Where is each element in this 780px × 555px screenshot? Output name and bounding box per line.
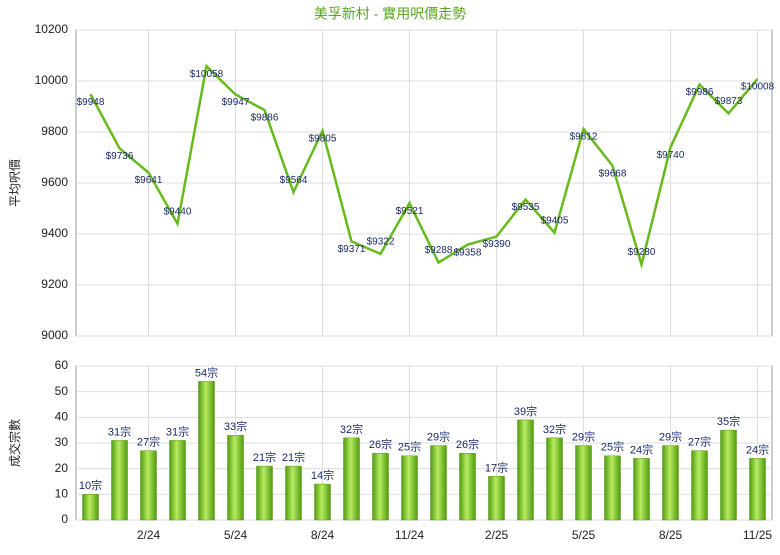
value-label: $9288: [425, 245, 453, 256]
value-label: 29宗: [659, 429, 682, 443]
value-label: $9564: [280, 175, 308, 186]
x-tick-label: 8/25: [659, 528, 683, 542]
y-axis-label: 成交宗數: [7, 419, 22, 467]
bar: [720, 429, 737, 521]
value-label: 24宗: [746, 442, 769, 456]
value-label: $9812: [570, 132, 598, 143]
value-label: 17宗: [485, 460, 508, 474]
value-label: 26宗: [456, 437, 479, 451]
bar: [430, 445, 447, 521]
y-tick-label: 0: [61, 512, 68, 526]
value-label: 21宗: [253, 450, 276, 464]
bar: [575, 445, 592, 521]
y-tick-label: 30: [55, 435, 69, 449]
value-label: $9322: [367, 237, 395, 248]
value-label: 33宗: [224, 419, 247, 433]
bar: [604, 455, 621, 521]
value-label: 31宗: [108, 424, 131, 438]
bar: [314, 483, 331, 521]
bar: [140, 450, 157, 521]
bar: [169, 440, 186, 521]
x-tick-label: 11/24: [395, 528, 424, 542]
value-label: $9873: [715, 96, 743, 107]
bar: [517, 419, 534, 521]
value-label: $9948: [77, 97, 105, 108]
x-tick-label: 11/25: [743, 528, 772, 542]
y-tick-label: 9800: [41, 124, 68, 138]
value-label: 35宗: [717, 414, 740, 428]
bar: [546, 437, 563, 521]
bar: [82, 494, 99, 521]
value-label: $10058: [190, 69, 224, 80]
bar: [488, 476, 505, 521]
value-label: $9280: [628, 247, 656, 258]
y-tick-label: 50: [55, 384, 69, 398]
value-label: $9740: [657, 150, 685, 161]
value-label: $9390: [483, 239, 511, 250]
value-label: 26宗: [369, 437, 392, 451]
y-tick-label: 9600: [41, 175, 68, 189]
value-label: 27宗: [137, 435, 160, 449]
value-label: 29宗: [572, 429, 595, 443]
bar: [227, 435, 244, 521]
value-label: 29宗: [427, 429, 450, 443]
bar: [691, 450, 708, 521]
y-tick-label: 9400: [41, 226, 68, 240]
value-label: 39宗: [514, 404, 537, 418]
x-tick-label: 2/25: [485, 528, 509, 542]
value-label: 24宗: [630, 442, 653, 456]
value-label: $9668: [599, 168, 627, 179]
bar: [111, 440, 128, 521]
value-label: $9805: [309, 133, 337, 144]
bar: [662, 445, 679, 521]
value-label: 32宗: [340, 422, 363, 436]
value-label: 27宗: [688, 435, 711, 449]
y-tick-label: 10200: [35, 22, 69, 36]
x-tick-label: 5/25: [572, 528, 596, 542]
bar: [256, 465, 273, 521]
value-label: $9521: [396, 206, 424, 217]
value-label: 25宗: [398, 440, 421, 454]
value-label: $9736: [106, 151, 134, 162]
value-label: $9535: [512, 202, 540, 213]
bar: [285, 465, 302, 521]
value-label: $9371: [338, 244, 366, 255]
value-label: 32宗: [543, 422, 566, 436]
y-tick-label: 60: [55, 358, 69, 372]
value-label: $9358: [454, 247, 482, 258]
bar: [372, 453, 389, 521]
value-label: $9947: [222, 97, 250, 108]
x-tick-label: 8/24: [311, 528, 335, 542]
value-label: 21宗: [282, 450, 305, 464]
value-label: $9986: [686, 87, 714, 98]
value-label: 14宗: [311, 468, 334, 482]
y-tick-label: 10000: [35, 73, 69, 87]
bar: [198, 381, 215, 521]
y-tick-label: 9200: [41, 277, 68, 291]
y-tick-label: 20: [55, 461, 69, 475]
y-axis-label: 平均呎價: [8, 159, 22, 207]
y-tick-label: 9000: [41, 328, 68, 342]
x-tick-label: 5/24: [224, 528, 248, 542]
bar: [343, 437, 360, 521]
bar: [749, 458, 766, 521]
value-label: 31宗: [166, 424, 189, 438]
value-label: $9440: [164, 206, 192, 217]
y-tick-label: 40: [55, 410, 69, 424]
value-label: 25宗: [601, 440, 624, 454]
price-line: [89, 63, 759, 270]
chart-title: 美孚新村 - 實用呎價走勢: [314, 6, 466, 22]
bar: [633, 458, 650, 521]
y-tick-label: 10: [55, 487, 69, 501]
value-label: 54宗: [195, 365, 218, 379]
bar: [459, 453, 476, 521]
value-label: $9886: [251, 113, 279, 124]
x-tick-label: 2/24: [137, 528, 161, 542]
value-label: $9405: [541, 215, 569, 226]
value-label: 10宗: [79, 478, 102, 492]
value-label: $10008: [741, 82, 775, 93]
bar: [401, 455, 418, 521]
value-label: $9641: [135, 175, 163, 186]
